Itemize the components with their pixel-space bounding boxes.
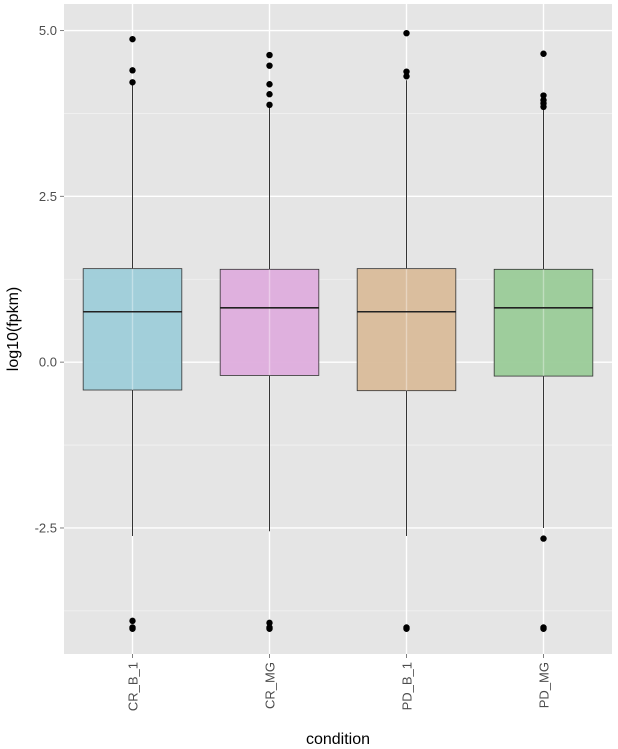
- box-iqr: [219, 268, 320, 376]
- y-tick-label: 0.0: [39, 355, 57, 370]
- outlier-point: [540, 625, 547, 632]
- outlier-point: [266, 81, 273, 88]
- x-axis-title: condition: [306, 731, 370, 748]
- y-tick-label: 2.5: [39, 189, 57, 204]
- outlier-point: [403, 29, 410, 37]
- outlier-point: [129, 35, 136, 43]
- outlier-point: [266, 101, 273, 109]
- outlier-point: [266, 91, 273, 98]
- outlier-point: [266, 619, 273, 627]
- outlier-point: [540, 103, 547, 111]
- box-iqr: [493, 268, 594, 377]
- box-CR_B_1: [82, 35, 183, 632]
- outlier-point: [129, 617, 136, 625]
- x-axis-ticks: CR_B_1 CR_MG PD_B_1 PD_MG: [126, 654, 552, 711]
- y-axis-ticks: -2.5 0.0 2.5 5.0: [35, 23, 64, 535]
- y-tick-label: -2.5: [35, 520, 57, 535]
- outlier-point: [540, 92, 547, 99]
- boxes-layer: [82, 29, 594, 632]
- outlier-point: [403, 625, 410, 632]
- outlier-point: [403, 73, 410, 80]
- y-axis-title: log10(fpkm): [5, 287, 22, 371]
- outlier-point: [266, 51, 273, 59]
- outlier-point: [540, 50, 547, 57]
- outlier-point: [129, 79, 136, 86]
- box-iqr: [356, 268, 457, 392]
- x-tick-label: CR_B_1: [126, 662, 141, 711]
- x-tick-label: PD_B_1: [400, 662, 415, 710]
- outlier-point: [266, 62, 273, 69]
- x-tick-label: CR_MG: [263, 662, 278, 709]
- box-CR_MG: [219, 51, 320, 632]
- outlier-point: [129, 625, 136, 632]
- outlier-point: [129, 67, 136, 74]
- box-PD_B_1: [356, 29, 457, 632]
- outlier-point: [540, 535, 547, 542]
- outlier-point: [403, 68, 410, 75]
- y-tick-label: 5.0: [39, 23, 57, 38]
- box-iqr: [82, 268, 183, 391]
- box-PD_MG: [493, 50, 594, 632]
- x-tick-label: PD_MG: [537, 662, 552, 708]
- outlier-point: [266, 625, 273, 632]
